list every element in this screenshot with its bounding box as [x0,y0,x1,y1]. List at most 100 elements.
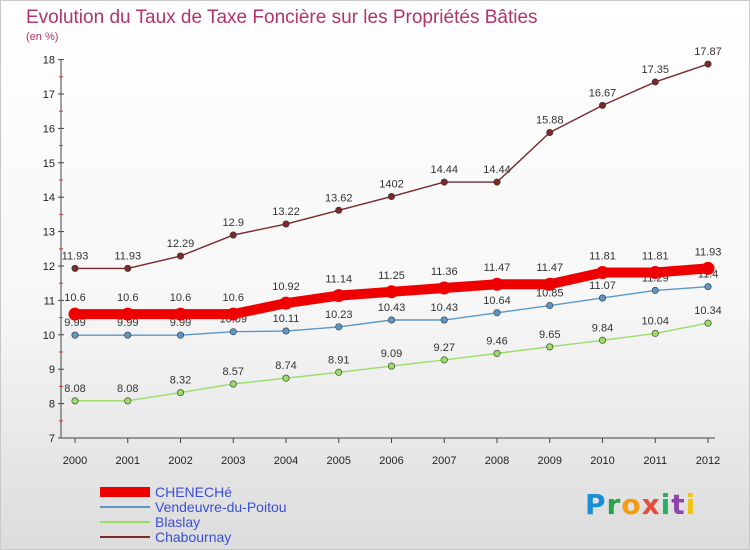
logo-letter: i [660,488,672,521]
y-tick-label: 16 [43,123,55,135]
data-label: 8.08 [64,383,85,395]
data-label: 11.81 [589,251,616,263]
data-label: 11.07 [589,280,616,292]
data-label: 10.6 [117,292,138,304]
data-label: 12.9 [223,217,244,229]
data-point [704,319,712,327]
data-label: 10.85 [536,288,564,300]
data-point [335,323,343,331]
data-point [174,307,187,321]
y-tick-label: 12 [43,261,55,273]
y-tick-label: 7 [49,433,55,445]
data-point [543,277,557,291]
series-blaslay: 8.08 8.08 8.32 8.57 8.74 8.91 9.09 9.27 9.46 9.65… [64,305,722,405]
x-tick-label: 2004 [274,455,298,467]
data-label: 14.44 [430,164,458,176]
data-point [704,60,712,68]
data-point [598,336,606,344]
data-label: 11.36 [431,266,458,278]
data-point [598,101,606,109]
legend: CHENECHéVendeuvre-du-PoitouBlaslayChabou… [100,484,287,545]
logo-letter: o [621,488,642,521]
x-tick-label: 2002 [168,455,192,467]
data-label: 10.04 [641,315,669,327]
data-label: 8.74 [275,360,296,372]
x-tick-label: 2003 [221,455,245,467]
data-label: 13.22 [272,206,300,218]
data-label: 11.47 [536,262,563,274]
data-point [387,362,395,370]
chart-title: Evolution du Taux de Taxe Foncière sur l… [26,7,538,28]
data-point [387,193,395,201]
data-label: 17.87 [694,46,722,58]
data-point [596,266,609,280]
data-label: 10.6 [170,292,191,304]
data-label: 11.93 [114,250,141,262]
data-point [440,356,448,364]
data-label: 11.14 [325,274,352,286]
data-point [177,252,185,260]
x-tick-label: 2001 [116,455,140,467]
data-label: 11.25 [378,270,405,282]
y-tick-label: 18 [43,55,55,67]
y-axis-unit-label: (en %) [26,31,58,43]
data-point [229,231,237,239]
data-point [282,327,290,335]
data-point [701,261,715,275]
data-point [598,294,606,302]
data-label: 14.44 [483,164,511,176]
data-label: 9.09 [381,348,402,360]
data-point [229,380,237,388]
legend-entry: Blaslay [100,514,200,530]
data-point [332,289,346,303]
series-chenech-: 10.6 10.6 10.6 10.6 10.92 11.14 11.25 11.36 11.4… [64,246,722,321]
proxiti-logo: Proxiti [585,488,696,521]
x-tick-label: 2005 [327,455,351,467]
data-label: 8.57 [223,366,244,378]
y-tick-label: 11 [44,295,55,307]
axes: 7 8 9 10 11 12 13 14 15 16 17 18 2000 2001 2002 2003 200… [43,55,720,467]
data-point [68,307,82,321]
x-tick-label: 2008 [485,455,509,467]
data-label: 8.08 [117,383,138,395]
logo-letter: i [685,488,697,521]
data-point [279,296,293,310]
data-point [385,285,398,299]
data-point [493,309,501,317]
data-label: 9.84 [592,322,613,334]
legend-entry: Vendeuvre-du-Poitou [100,499,287,515]
legend-label: Vendeuvre-du-Poitou [155,499,287,515]
x-tick-label: 2000 [63,455,87,467]
data-point [493,178,501,186]
data-label: 8.91 [328,354,349,366]
data-label: 11.93 [695,246,722,258]
legend-entry: CHENECHé [100,484,232,500]
data-label: 9.99 [170,317,191,329]
data-point [71,264,79,272]
data-label: 9.65 [539,329,560,341]
data-label: 10.64 [483,295,511,307]
data-point [440,316,448,324]
data-point [490,277,504,291]
data-label: 13.62 [325,192,353,204]
x-tick-label: 2010 [590,455,614,467]
legend-label: Chabournay [155,529,231,545]
data-point [124,264,132,272]
data-label: 8.32 [170,375,191,387]
data-label: 10.43 [430,302,458,314]
data-point [440,178,448,186]
data-label: 16.67 [589,87,617,99]
data-point [387,316,395,324]
y-tick-label: 17 [43,89,55,101]
data-point [546,343,554,351]
data-point [704,283,712,291]
data-label: 9.99 [117,317,138,329]
data-point [651,78,659,86]
data-label: 11.81 [642,251,669,263]
data-label: 10.6 [223,292,244,304]
data-label: 10.6 [64,292,85,304]
legend-label: Blaslay [155,514,200,530]
data-label: 1402 [379,179,403,191]
logo-letter: t [671,488,686,521]
